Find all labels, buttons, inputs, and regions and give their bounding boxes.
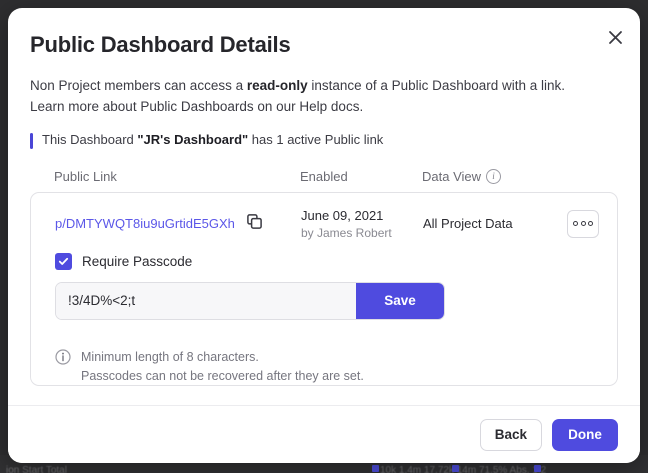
banner-suffix: has 1 active Public link <box>248 132 384 148</box>
intro-line2: Learn more about Public Dashboards on ou… <box>30 99 364 115</box>
require-passcode-row: Require Passcode <box>55 252 605 270</box>
dot-2 <box>580 221 586 227</box>
page-title: Public Dashboard Details <box>30 32 291 57</box>
background-left-text: ion Start Total <box>6 465 67 473</box>
banner-text: This Dashboard "JR's Dashboard" has 1 ac… <box>42 132 383 149</box>
column-header-public-link: Public Link <box>54 169 117 185</box>
passcode-input[interactable] <box>56 282 356 319</box>
table-row: p/DMTYWQT8iu9uGrtidE5GXh June 09, 2021 b… <box>31 193 617 253</box>
modal-body: Public Dashboard Details Non Project mem… <box>8 8 640 387</box>
passcode-block: Require Passcode Save <box>31 252 617 334</box>
intro-part1: Non Project members can access a <box>30 78 247 94</box>
intro-emphasis: read‑only <box>246 78 308 94</box>
background-right-text: 10k 1.4m 17.72k 14m 71.5% Abs. 1.2 <box>380 465 547 473</box>
modal-footer: Back Done <box>8 405 640 463</box>
done-button[interactable]: Done <box>552 418 618 451</box>
background-swatch-3 <box>534 465 541 472</box>
banner-dashboard-name: "JR's Dashboard" <box>137 132 249 148</box>
close-icon[interactable] <box>600 22 630 52</box>
data-view-info-icon[interactable]: i <box>486 169 502 185</box>
info-icon <box>55 349 71 370</box>
passcode-hint-text: Minimum length of 8 characters. Passcode… <box>81 348 364 386</box>
hint-line-2: Passcodes can not be recovered after the… <box>81 368 364 383</box>
three-dots-icon[interactable] <box>567 209 599 238</box>
require-passcode-label: Require Passcode <box>82 253 193 269</box>
enabled-cell: June 09, 2021 by James Robert <box>301 207 423 241</box>
background-swatch-2 <box>452 465 459 472</box>
dot-3 <box>588 221 593 227</box>
public-dashboard-details-modal: Public Dashboard Details Non Project mem… <box>8 8 640 463</box>
intro-part2: instance of a Public Dashboard with a li… <box>307 78 565 94</box>
public-link-card: p/DMTYWQT8iu9uGrtidE5GXh June 09, 2021 b… <box>30 192 618 387</box>
passcode-field: Save <box>55 281 445 320</box>
data-view-value: All Project Data <box>423 216 513 232</box>
column-header-data-view: Data View <box>422 169 482 185</box>
banner-accent-bar <box>30 132 33 149</box>
copy-icon[interactable] <box>247 214 262 234</box>
background-swatch-1 <box>372 465 379 472</box>
column-header-data-view-group: Data View i <box>422 169 618 185</box>
active-link-banner: This Dashboard "JR's Dashboard" has 1 ac… <box>30 132 618 149</box>
passcode-hint: Minimum length of 8 characters. Passcode… <box>31 334 617 386</box>
require-passcode-checkbox[interactable] <box>55 252 72 270</box>
hint-line-1: Minimum length of 8 characters. <box>81 349 259 364</box>
dot-1 <box>573 221 578 227</box>
public-link-cell: p/DMTYWQT8iu9uGrtidE5GXh <box>55 214 301 234</box>
column-header-enabled: Enabled <box>300 169 348 185</box>
enabled-date: June 09, 2021 <box>301 208 384 224</box>
banner-prefix: This Dashboard <box>42 132 138 148</box>
public-link-url[interactable]: p/DMTYWQT8iu9uGrtidE5GXh <box>55 216 235 232</box>
table-header-row: Public Link Enabled Data View i <box>30 169 618 185</box>
save-button[interactable]: Save <box>356 282 444 319</box>
enabled-by: by James Robert <box>301 225 392 240</box>
intro-paragraph: Non Project members can access a read‑on… <box>30 76 590 118</box>
back-button[interactable]: Back <box>479 418 542 451</box>
